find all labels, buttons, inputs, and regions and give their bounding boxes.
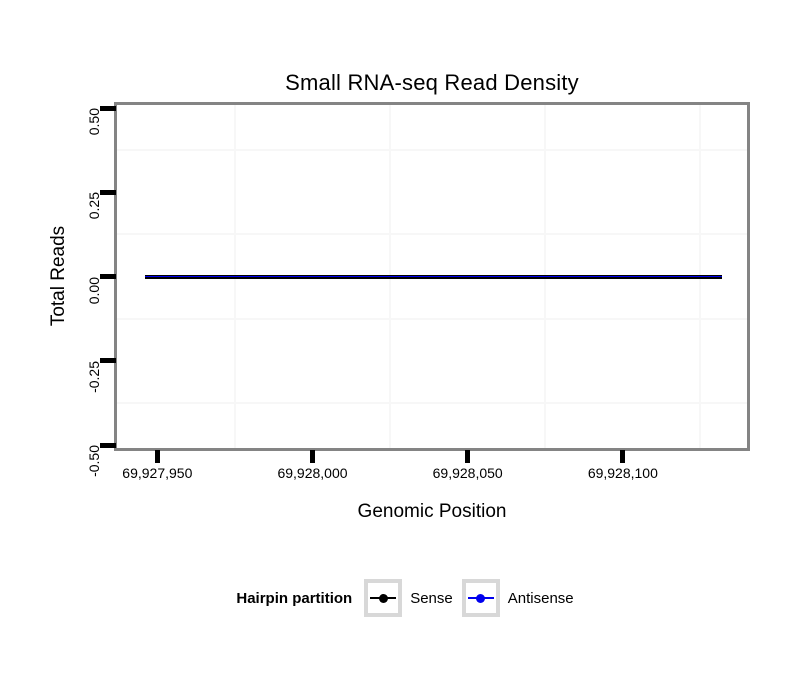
- x-tick-mark: [154, 450, 160, 463]
- y-tick-label: 0.25: [86, 192, 102, 220]
- y-tick-label: 0.50: [86, 108, 102, 136]
- legend-point-icon: [378, 593, 388, 603]
- y-axis-title: Total Reads: [48, 225, 69, 327]
- legend: Hairpin partition Sense Antisense: [0, 579, 810, 617]
- y-tick-mark: [100, 189, 116, 195]
- x-tick-label: 69,928,100: [587, 465, 658, 481]
- antisense-line: [144, 275, 723, 278]
- x-tick-label: 69,927,950: [122, 465, 193, 481]
- y-tick-mark: [100, 442, 116, 448]
- y-tick-label: 0.00: [86, 276, 102, 304]
- minor-gridline-horizontal: [117, 317, 747, 320]
- legend-label-antisense: Antisense: [507, 589, 574, 607]
- x-tick-mark: [620, 450, 626, 463]
- x-tick-label: 69,928,050: [432, 465, 503, 481]
- y-tick-label: -0.25: [86, 360, 102, 393]
- y-tick-mark: [100, 274, 116, 279]
- legend-key-antisense: [461, 579, 500, 617]
- y-tick-mark: [100, 105, 116, 111]
- x-tick-mark: [465, 450, 471, 463]
- legend-title: Hairpin partition: [236, 589, 353, 607]
- legend-point-icon: [476, 593, 486, 603]
- y-tick-mark: [100, 358, 116, 364]
- y-tick-label: -0.50: [86, 445, 102, 477]
- minor-gridline-horizontal: [117, 401, 747, 404]
- chart-title: Small RNA-seq Read Density: [285, 70, 579, 95]
- minor-gridline-horizontal: [117, 149, 747, 152]
- x-tick-label: 69,928,000: [277, 465, 348, 481]
- legend-label-sense: Sense: [410, 589, 453, 607]
- x-axis-title: Genomic Position: [357, 501, 507, 522]
- legend-item-sense: Sense: [364, 579, 453, 617]
- plot-panel: [114, 102, 750, 451]
- legend-item-antisense: Antisense: [461, 579, 574, 617]
- minor-gridline-horizontal: [117, 233, 747, 236]
- legend-key-sense: [364, 579, 403, 617]
- x-tick-mark: [310, 450, 316, 463]
